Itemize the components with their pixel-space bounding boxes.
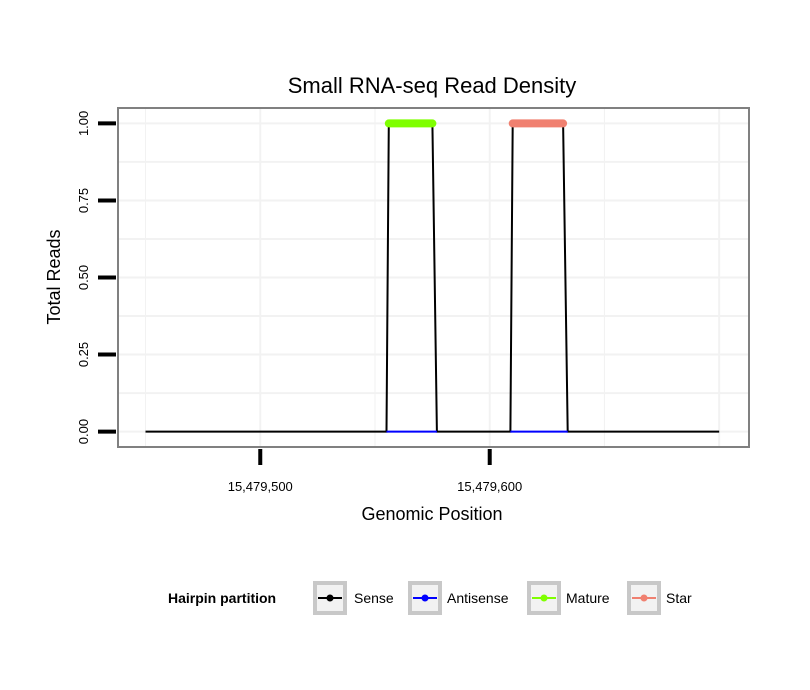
y-tick-label: 0.00 [76, 419, 91, 444]
chart-title: Small RNA-seq Read Density [288, 73, 577, 98]
x-tick-label: 15,479,500 [228, 479, 293, 494]
y-tick-label: 0.50 [76, 265, 91, 290]
series-layer [145, 119, 720, 433]
legend: Hairpin partition Sense Antisense Mature St… [168, 581, 692, 615]
y-tick-label: 1.00 [76, 111, 91, 136]
plot-border [117, 107, 750, 448]
y-tick-label: 0.75 [76, 188, 91, 213]
legend-label-sense: Sense [354, 590, 394, 606]
x-tick-label: 15,479,600 [457, 479, 522, 494]
y-axis: 0.00 0.25 0.50 0.75 1.00 [76, 111, 116, 444]
legend-swatch-dot [421, 594, 429, 602]
y-tick-label: 0.25 [76, 342, 91, 367]
legend-title: Hairpin partition [168, 590, 276, 606]
legend-swatch-dot [640, 594, 648, 602]
legend-swatch-dot [540, 594, 548, 602]
y-axis-title: Total Reads [44, 229, 64, 324]
legend-label-antisense: Antisense [447, 590, 509, 606]
legend-label-star: Star [666, 590, 692, 606]
series-sense-line [145, 122, 720, 433]
legend-swatch-dot [326, 594, 334, 602]
x-axis-title: Genomic Position [361, 504, 502, 524]
legend-label-mature: Mature [566, 590, 610, 606]
x-axis: 15,479,500 15,479,600 [228, 449, 522, 494]
